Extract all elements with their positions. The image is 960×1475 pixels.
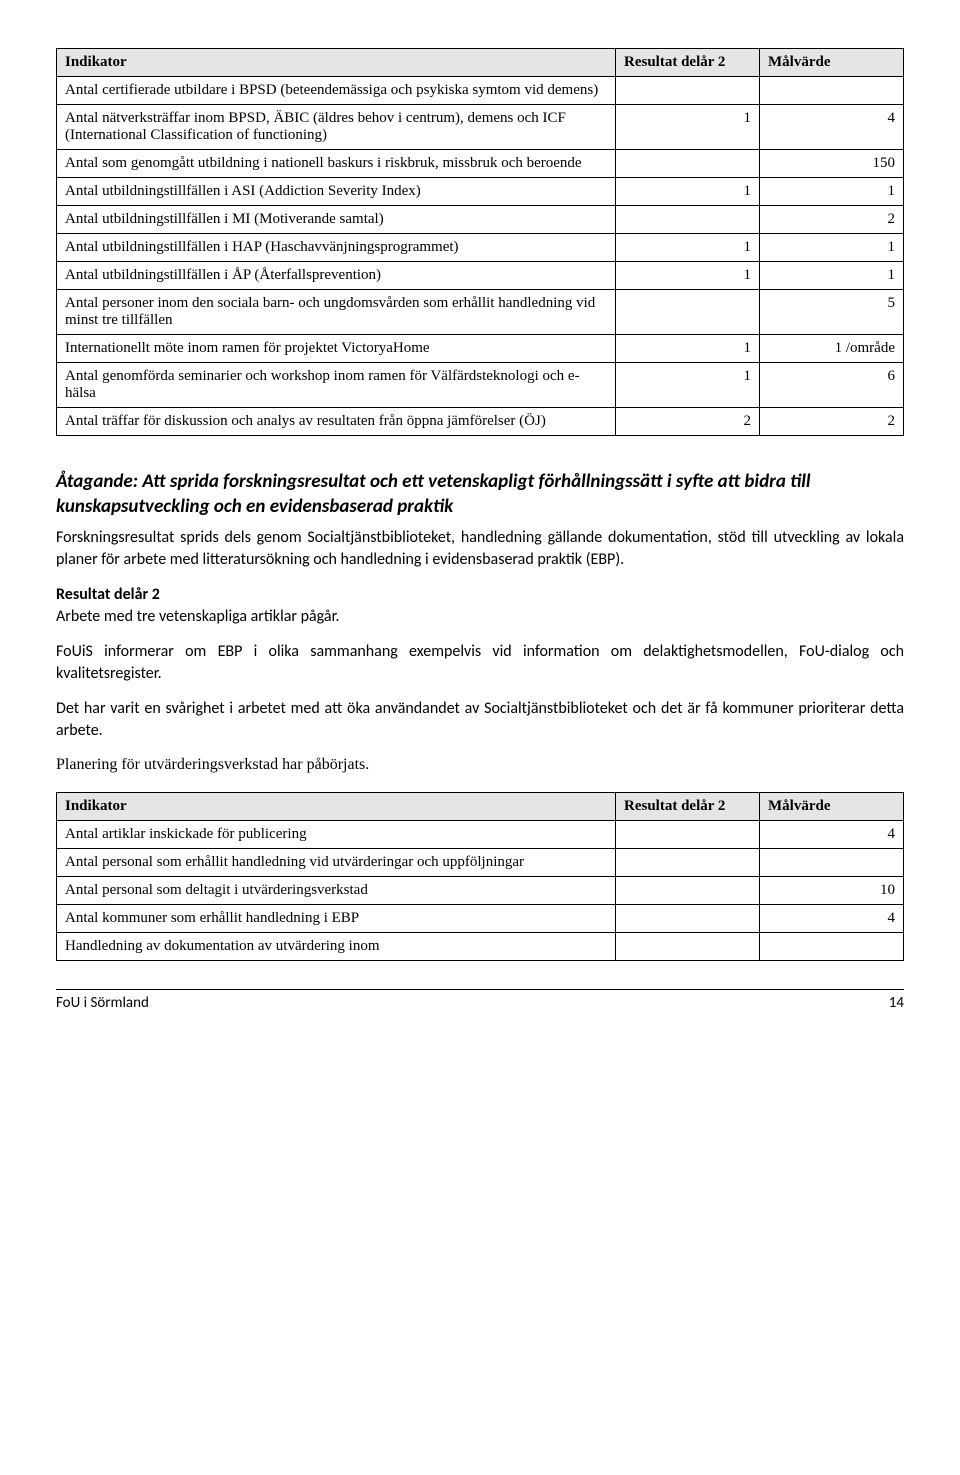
- cell-indikator: Internationellt möte inom ramen för proj…: [57, 335, 616, 363]
- cell-malvarde: 150: [760, 150, 904, 178]
- table-header-row: Indikator Resultat delår 2 Målvärde: [57, 792, 904, 820]
- table-row: Antal utbildningstillfällen i ÅP (Återfa…: [57, 262, 904, 290]
- cell-resultat: [616, 290, 760, 335]
- cell-indikator: Antal utbildningstillfällen i ASI (Addic…: [57, 178, 616, 206]
- section-heading: Åtagande: Att sprida forskningsresultat …: [56, 470, 904, 519]
- table-row: Antal som genomgått utbildning i natione…: [57, 150, 904, 178]
- table-row: Antal personal som erhållit handledning …: [57, 848, 904, 876]
- table-header-row: Indikator Resultat delår 2 Målvärde: [57, 49, 904, 77]
- cell-indikator: Antal artiklar inskickade för publicerin…: [57, 820, 616, 848]
- table-row: Antal genomförda seminarier och workshop…: [57, 363, 904, 408]
- cell-resultat: 2: [616, 408, 760, 436]
- paragraph: Det har varit en svårighet i arbetet med…: [56, 698, 904, 741]
- table-row: Antal nätverksträffar inom BPSD, ÄBIC (ä…: [57, 105, 904, 150]
- cell-resultat: 1: [616, 262, 760, 290]
- cell-resultat: 1: [616, 335, 760, 363]
- col-header-indikator: Indikator: [57, 792, 616, 820]
- footer-page-number: 14: [889, 994, 904, 1012]
- cell-resultat: [616, 150, 760, 178]
- cell-indikator: Antal personal som deltagit i utvärderin…: [57, 876, 616, 904]
- indicator-table-2: Indikator Resultat delår 2 Målvärde Anta…: [56, 792, 904, 961]
- indicator-table-1: Indikator Resultat delår 2 Målvärde Anta…: [56, 48, 904, 436]
- cell-indikator: Antal certifierade utbildare i BPSD (bet…: [57, 77, 616, 105]
- cell-resultat: 1: [616, 234, 760, 262]
- table-row: Antal personer inom den sociala barn- oc…: [57, 290, 904, 335]
- cell-resultat: [616, 77, 760, 105]
- col-header-resultat: Resultat delår 2: [616, 792, 760, 820]
- cell-resultat: [616, 932, 760, 960]
- cell-resultat: 1: [616, 178, 760, 206]
- cell-indikator: Antal nätverksträffar inom BPSD, ÄBIC (ä…: [57, 105, 616, 150]
- cell-malvarde: 1: [760, 262, 904, 290]
- cell-resultat: [616, 848, 760, 876]
- table-row: Antal träffar för diskussion och analys …: [57, 408, 904, 436]
- footer-title: FoU i Sörmland: [56, 994, 149, 1012]
- cell-malvarde: 6: [760, 363, 904, 408]
- table-row: Antal utbildningstillfällen i ASI (Addic…: [57, 178, 904, 206]
- paragraph: Arbete med tre vetenskapliga artiklar på…: [56, 606, 904, 628]
- cell-malvarde: 1: [760, 178, 904, 206]
- col-header-resultat: Resultat delår 2: [616, 49, 760, 77]
- col-header-indikator: Indikator: [57, 49, 616, 77]
- cell-malvarde: 2: [760, 206, 904, 234]
- table-row: Antal artiklar inskickade för publicerin…: [57, 820, 904, 848]
- cell-indikator: Antal träffar för diskussion och analys …: [57, 408, 616, 436]
- paragraph: Planering för utvärderingsverkstad har p…: [56, 756, 904, 774]
- table-row: Internationellt möte inom ramen för proj…: [57, 335, 904, 363]
- cell-resultat: 1: [616, 363, 760, 408]
- cell-indikator: Antal utbildningstillfällen i ÅP (Återfa…: [57, 262, 616, 290]
- page-footer: FoU i Sörmland 14: [56, 989, 904, 1012]
- cell-malvarde: [760, 932, 904, 960]
- cell-malvarde: 4: [760, 904, 904, 932]
- subheading-resultat: Resultat delår 2: [56, 585, 904, 604]
- cell-resultat: [616, 820, 760, 848]
- cell-indikator: Antal kommuner som erhållit handledning …: [57, 904, 616, 932]
- cell-resultat: 1: [616, 105, 760, 150]
- table-row: Antal utbildningstillfällen i HAP (Hasch…: [57, 234, 904, 262]
- cell-malvarde: 4: [760, 105, 904, 150]
- cell-indikator: Antal genomförda seminarier och workshop…: [57, 363, 616, 408]
- cell-resultat: [616, 206, 760, 234]
- cell-indikator: Antal personer inom den sociala barn- oc…: [57, 290, 616, 335]
- cell-malvarde: 1: [760, 234, 904, 262]
- cell-malvarde: 1 /område: [760, 335, 904, 363]
- paragraph: FoUiS informerar om EBP i olika sammanha…: [56, 641, 904, 684]
- cell-malvarde: [760, 77, 904, 105]
- paragraph: Forskningsresultat sprids dels genom Soc…: [56, 527, 904, 570]
- table-row: Antal certifierade utbildare i BPSD (bet…: [57, 77, 904, 105]
- table-row: Antal utbildningstillfällen i MI (Motive…: [57, 206, 904, 234]
- cell-malvarde: 4: [760, 820, 904, 848]
- cell-resultat: [616, 904, 760, 932]
- table-row: Handledning av dokumentation av utvärder…: [57, 932, 904, 960]
- col-header-malvarde: Målvärde: [760, 792, 904, 820]
- col-header-malvarde: Målvärde: [760, 49, 904, 77]
- cell-indikator: Antal utbildningstillfällen i HAP (Hasch…: [57, 234, 616, 262]
- table-row: Antal kommuner som erhållit handledning …: [57, 904, 904, 932]
- cell-malvarde: 5: [760, 290, 904, 335]
- cell-malvarde: 2: [760, 408, 904, 436]
- cell-malvarde: [760, 848, 904, 876]
- cell-indikator: Handledning av dokumentation av utvärder…: [57, 932, 616, 960]
- cell-indikator: Antal personal som erhållit handledning …: [57, 848, 616, 876]
- cell-resultat: [616, 876, 760, 904]
- table-row: Antal personal som deltagit i utvärderin…: [57, 876, 904, 904]
- cell-indikator: Antal som genomgått utbildning i natione…: [57, 150, 616, 178]
- cell-malvarde: 10: [760, 876, 904, 904]
- cell-indikator: Antal utbildningstillfällen i MI (Motive…: [57, 206, 616, 234]
